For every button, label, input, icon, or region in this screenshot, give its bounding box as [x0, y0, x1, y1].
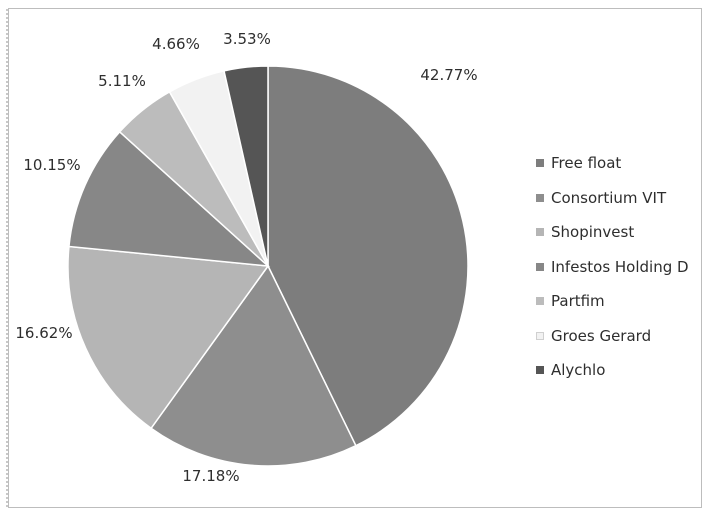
legend-swatch: [536, 366, 544, 375]
legend: Free float Consortium VIT Shopinvest Infest…: [536, 146, 689, 388]
legend-swatch: [536, 228, 544, 237]
legend-swatch: [536, 262, 544, 271]
pie-slices: [67, 65, 469, 467]
legend-label: Shopinvest: [551, 223, 635, 242]
legend-label: Partfim: [551, 292, 605, 311]
legend-label: Free float: [551, 154, 622, 173]
data-label: 16.62%: [15, 324, 72, 342]
pie-slice-consortium-vit: [150, 264, 357, 467]
data-label: 17.18%: [182, 467, 239, 485]
legend-item: Partfim: [536, 284, 689, 319]
data-label: 3.53%: [223, 30, 271, 48]
legend-item: Free float: [536, 146, 689, 181]
data-label: 42.77%: [420, 66, 477, 84]
pie-slice-shopinvest: [67, 245, 270, 430]
legend-label: Alychlo: [551, 361, 606, 380]
slice-labels: 42.77% 17.18% 16.62% 10.15% 5.11% 4.66% 3.53%: [15, 30, 477, 485]
data-label: 4.66%: [152, 35, 200, 53]
pie-slice-alychlo: [223, 65, 269, 267]
legend-item: Infestos Holding D: [536, 250, 689, 285]
legend-swatch: [536, 193, 544, 202]
legend-swatch: [536, 297, 544, 306]
legend-swatch: [536, 331, 544, 340]
pie-slice-infestos-holding-d: [68, 130, 271, 267]
legend-label: Infestos Holding D: [551, 257, 689, 276]
legend-item: Groes Gerard: [536, 319, 689, 354]
pie-slice-free-float: [267, 65, 469, 447]
data-label: 10.15%: [23, 156, 80, 174]
data-label: 5.11%: [98, 72, 146, 90]
legend-label: Groes Gerard: [551, 326, 652, 345]
legend-label: Consortium VIT: [551, 188, 667, 207]
legend-item: Shopinvest: [536, 215, 689, 250]
legend-item: Consortium VIT: [536, 181, 689, 216]
legend-swatch: [536, 159, 544, 168]
legend-item: Alychlo: [536, 353, 689, 388]
